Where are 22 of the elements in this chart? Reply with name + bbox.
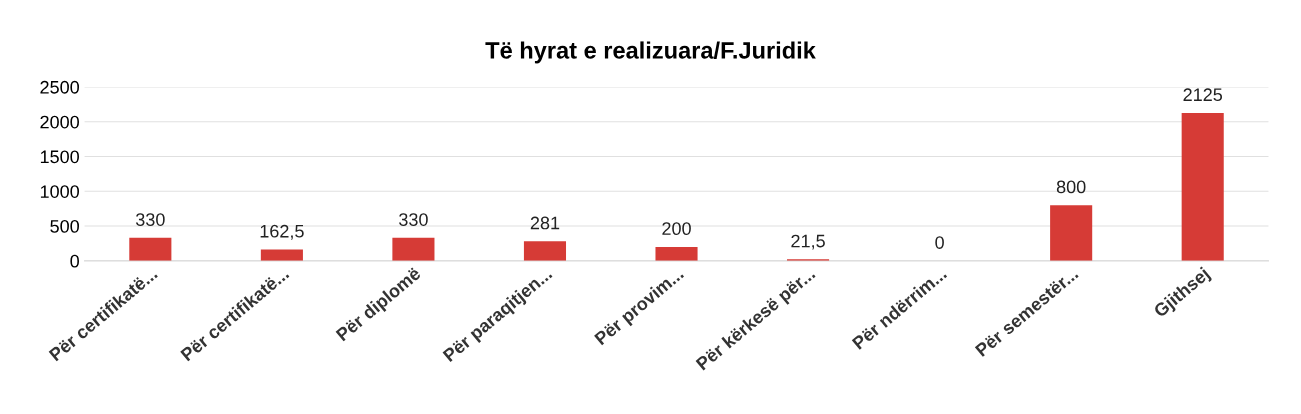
data-label: 330 — [135, 213, 165, 226]
bar — [392, 237, 435, 261]
data-label: 800 — [1056, 180, 1086, 194]
y-tick-label: 1000 — [40, 185, 79, 198]
y-tick-label: 0 — [70, 254, 79, 268]
data-label: 281 — [530, 216, 560, 230]
bar — [129, 237, 172, 261]
bar — [1050, 205, 1093, 261]
y-tick-label: 2000 — [40, 115, 79, 129]
data-label: 2125 — [1183, 88, 1223, 102]
data-label: 21,5 — [791, 234, 825, 250]
data-label: 0 — [935, 236, 944, 249]
chart-title: Të hyrat e realizuara/F.Juridik — [485, 41, 816, 64]
bar — [1181, 113, 1224, 261]
y-tick-label: 2500 — [40, 80, 79, 94]
y-tick-label: 500 — [50, 219, 79, 233]
data-label: 162,5 — [260, 224, 304, 240]
y-tick-label: 1500 — [40, 150, 79, 164]
data-label: 330 — [399, 213, 428, 226]
bar — [523, 241, 567, 261]
data-label: 200 — [662, 222, 691, 236]
bar — [655, 246, 698, 261]
